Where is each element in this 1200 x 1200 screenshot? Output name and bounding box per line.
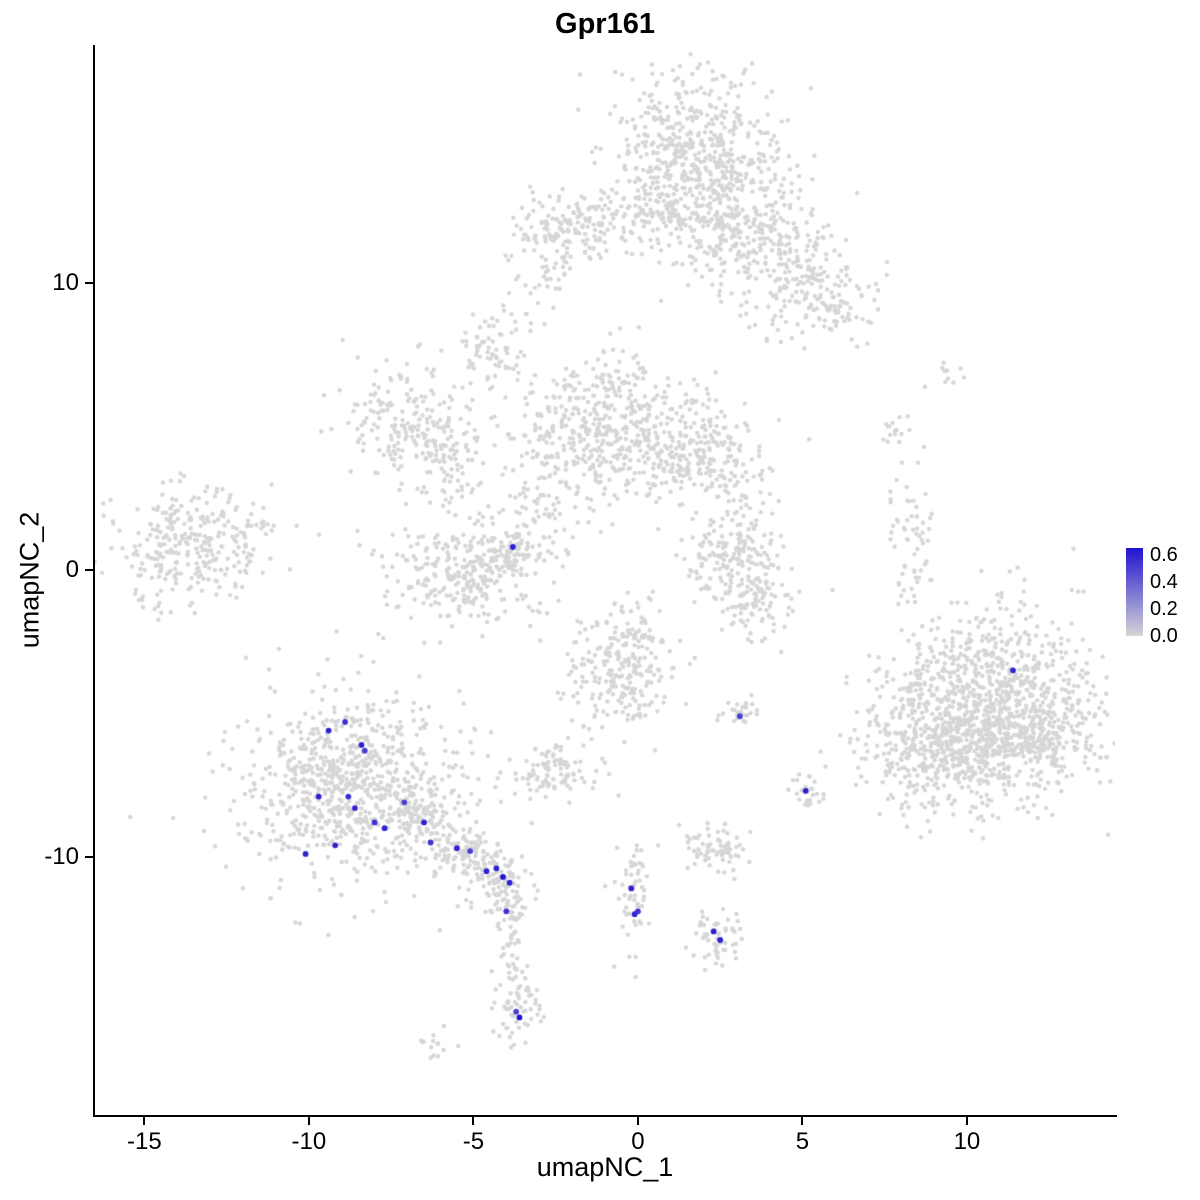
x-tick-mark [143, 1117, 146, 1125]
plot-title: Gpr161 [555, 8, 655, 40]
y-tick-mark [85, 568, 93, 571]
x-axis-label: umapNC_1 [536, 1152, 674, 1182]
x-tick-label: -15 [127, 1128, 162, 1155]
x-tick-mark [636, 1117, 639, 1125]
x-tick-label: -10 [291, 1128, 327, 1155]
y-tick-mark [85, 282, 93, 285]
scatter-canvas [95, 45, 1115, 1115]
x-tick-mark [472, 1117, 475, 1125]
x-tick-label: 0 [631, 1128, 645, 1155]
y-tick-label: 0 [65, 555, 79, 583]
legend-tick-label: 0.6 [1150, 543, 1178, 566]
legend-gradient-bar [1126, 548, 1143, 636]
plot-panel [93, 45, 1117, 1117]
legend: 0.6 0.4 0.2 0.0 [1126, 544, 1196, 648]
y-tick-mark [85, 855, 93, 858]
x-tick-mark [801, 1117, 804, 1125]
legend-tick-label: 0.0 [1150, 625, 1178, 647]
x-tick-mark [307, 1117, 310, 1125]
x-tick-label: -5 [462, 1128, 485, 1155]
x-tick-label: 5 [795, 1128, 810, 1155]
y-tick-label: 10 [52, 269, 79, 297]
legend-tick-label: 0.2 [1150, 597, 1178, 620]
x-tick-mark [965, 1117, 968, 1125]
y-tick-label: -10 [44, 842, 79, 870]
legend-tick-label: 0.4 [1150, 570, 1178, 593]
x-tick-label: 10 [953, 1128, 981, 1155]
